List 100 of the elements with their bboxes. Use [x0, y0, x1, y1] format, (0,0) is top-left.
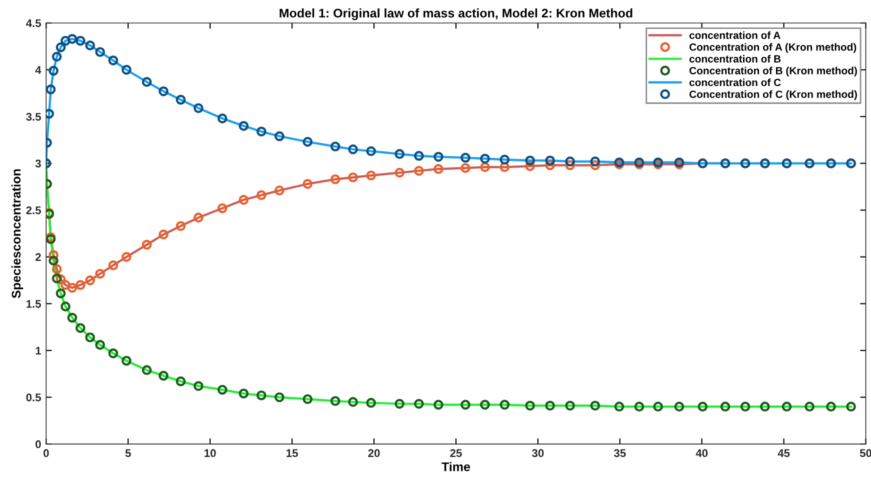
x-tick-label: 10 [204, 449, 216, 458]
point [194, 212, 204, 223]
point [720, 402, 730, 412]
point [67, 312, 78, 323]
point [590, 156, 600, 166]
point [525, 156, 535, 166]
point [414, 150, 424, 161]
point [176, 94, 186, 105]
point [52, 273, 62, 284]
point [122, 64, 132, 75]
point [67, 282, 78, 293]
point [67, 34, 78, 44]
point [698, 402, 708, 412]
point [826, 402, 836, 412]
point [217, 384, 228, 395]
y-tick-label: 0.5 [26, 394, 41, 402]
point [565, 400, 575, 411]
point [330, 396, 340, 406]
point [525, 400, 535, 411]
legend-label: Concentration of B (Kron method) [689, 66, 857, 76]
point [545, 160, 555, 170]
point [142, 240, 152, 250]
point [545, 156, 555, 166]
point [302, 178, 313, 189]
point [122, 356, 132, 366]
point [108, 260, 118, 270]
point [302, 394, 313, 404]
point [394, 398, 405, 409]
x-tick-label: 20 [368, 449, 380, 458]
point [75, 36, 86, 46]
y-tick-label: 4 [35, 66, 42, 74]
point [95, 340, 106, 350]
point [142, 365, 152, 376]
point [302, 136, 313, 147]
point [176, 376, 186, 386]
point [52, 264, 62, 274]
y-tick-label: 3 [35, 160, 41, 168]
point [158, 370, 168, 381]
point [434, 152, 444, 162]
point [217, 203, 228, 214]
x-tick-label: 0 [44, 449, 49, 458]
point [95, 268, 106, 279]
point [56, 42, 66, 52]
legend-label: Concentration of C (Kron method) [689, 90, 857, 100]
point [158, 86, 168, 96]
point [48, 250, 58, 260]
point [158, 230, 168, 240]
point [85, 40, 96, 50]
point [330, 174, 340, 184]
y-axis-title: Speciesconcentration [11, 169, 24, 298]
point [142, 77, 152, 87]
point [330, 142, 340, 152]
point [366, 398, 376, 408]
point [274, 186, 284, 196]
point [545, 400, 555, 411]
x-tick-label: 25 [450, 449, 462, 458]
y-tick-label: 2 [36, 253, 41, 261]
point [590, 400, 600, 411]
point [348, 172, 358, 182]
point [414, 166, 424, 176]
point [108, 55, 118, 66]
point [480, 154, 490, 164]
point [122, 252, 132, 262]
point [414, 398, 424, 409]
point [804, 402, 814, 412]
point [60, 36, 70, 46]
point [614, 402, 624, 412]
point [274, 392, 284, 402]
point [782, 402, 792, 412]
y-tick-label: 3.5 [26, 112, 41, 121]
point [460, 163, 470, 173]
point [56, 288, 66, 298]
point [366, 146, 376, 156]
point [48, 256, 58, 266]
point [460, 152, 470, 163]
point [274, 131, 284, 142]
point [48, 66, 58, 76]
point [256, 126, 266, 136]
point [52, 52, 62, 62]
x-tick-label: 40 [696, 449, 708, 458]
point [674, 402, 684, 412]
point [95, 47, 106, 57]
point [85, 332, 96, 342]
y-tick-label: 4.5 [26, 19, 41, 28]
legend-label: Concentration of A (Kron method) [689, 43, 856, 53]
point [480, 400, 490, 410]
point [194, 103, 204, 114]
point [256, 190, 266, 200]
point [348, 397, 358, 407]
legend-label: concentration of C [689, 78, 781, 86]
point [525, 161, 535, 172]
point [366, 170, 376, 180]
x-tick-label: 5 [125, 449, 131, 458]
point [434, 164, 444, 174]
point [75, 323, 86, 333]
point [75, 280, 86, 290]
point [394, 168, 405, 178]
x-tick-label: 50 [860, 449, 871, 458]
point [460, 400, 470, 410]
point [740, 402, 750, 412]
